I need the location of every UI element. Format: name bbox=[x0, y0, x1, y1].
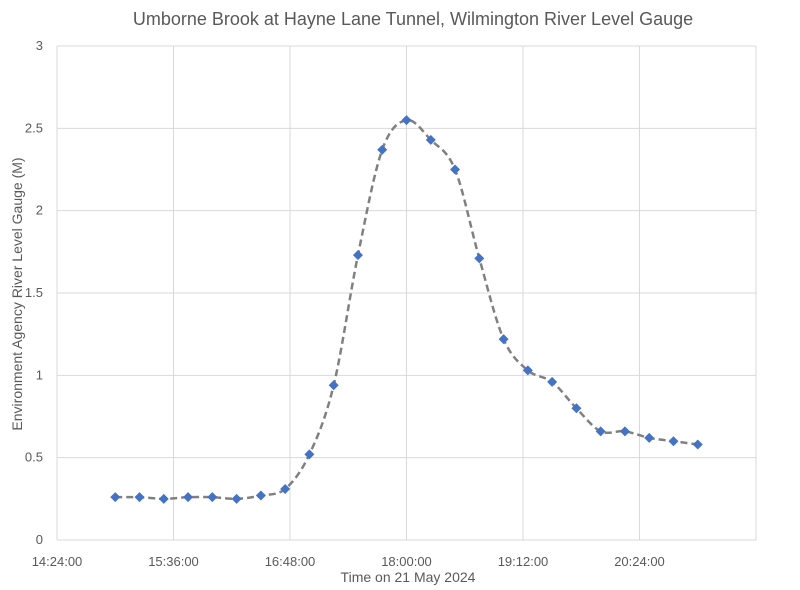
x-tick-label: 19:12:00 bbox=[498, 554, 549, 569]
x-axis-label: Time on 21 May 2024 bbox=[341, 569, 476, 585]
y-tick-label: 1 bbox=[36, 367, 43, 382]
x-tick-label: 20:24:00 bbox=[614, 554, 665, 569]
x-tick-label: 14:24:00 bbox=[32, 554, 83, 569]
data-point bbox=[547, 376, 558, 387]
x-axis: 14:24:00 15:36:00 16:48:00 18:00:00 19:12:00… bbox=[32, 554, 665, 569]
data-point bbox=[571, 403, 582, 414]
data-point bbox=[595, 426, 606, 437]
y-tick-label: 2.5 bbox=[25, 120, 43, 135]
chart-title: Umborne Brook at Hayne Lane Tunnel, Wilm… bbox=[133, 9, 693, 29]
y-tick-label: 3 bbox=[36, 38, 43, 53]
y-tick-label: 0 bbox=[36, 532, 43, 547]
grid bbox=[56, 45, 757, 541]
data-point bbox=[183, 492, 194, 503]
data-point bbox=[328, 380, 339, 391]
data-point bbox=[255, 490, 266, 501]
data-point bbox=[425, 134, 436, 145]
series-markers bbox=[110, 115, 703, 504]
data-point bbox=[401, 115, 412, 126]
y-tick-label: 2 bbox=[36, 203, 43, 218]
data-point bbox=[619, 426, 630, 437]
y-tick-label: 1.5 bbox=[25, 285, 43, 300]
data-point bbox=[280, 483, 291, 494]
data-point bbox=[110, 492, 121, 503]
data-point bbox=[692, 439, 703, 450]
data-point bbox=[498, 334, 509, 345]
data-point bbox=[522, 365, 533, 376]
data-point bbox=[158, 493, 169, 504]
x-tick-label: 16:48:00 bbox=[265, 554, 316, 569]
data-point bbox=[474, 253, 485, 264]
y-axis: 0 0.5 1 1.5 2 2.5 3 bbox=[25, 38, 43, 547]
data-point bbox=[377, 144, 388, 155]
x-tick-label: 18:00:00 bbox=[381, 554, 432, 569]
data-point bbox=[352, 250, 363, 261]
data-point bbox=[304, 449, 315, 460]
y-axis-label: Environment Agency River Level Gauge (M) bbox=[9, 157, 25, 430]
data-point bbox=[231, 493, 242, 504]
x-tick-label: 15:36:00 bbox=[148, 554, 199, 569]
data-point bbox=[207, 492, 218, 503]
data-point bbox=[134, 492, 145, 503]
y-tick-label: 0.5 bbox=[25, 450, 43, 465]
data-point bbox=[668, 436, 679, 447]
data-point bbox=[450, 164, 461, 175]
data-point bbox=[644, 432, 655, 443]
